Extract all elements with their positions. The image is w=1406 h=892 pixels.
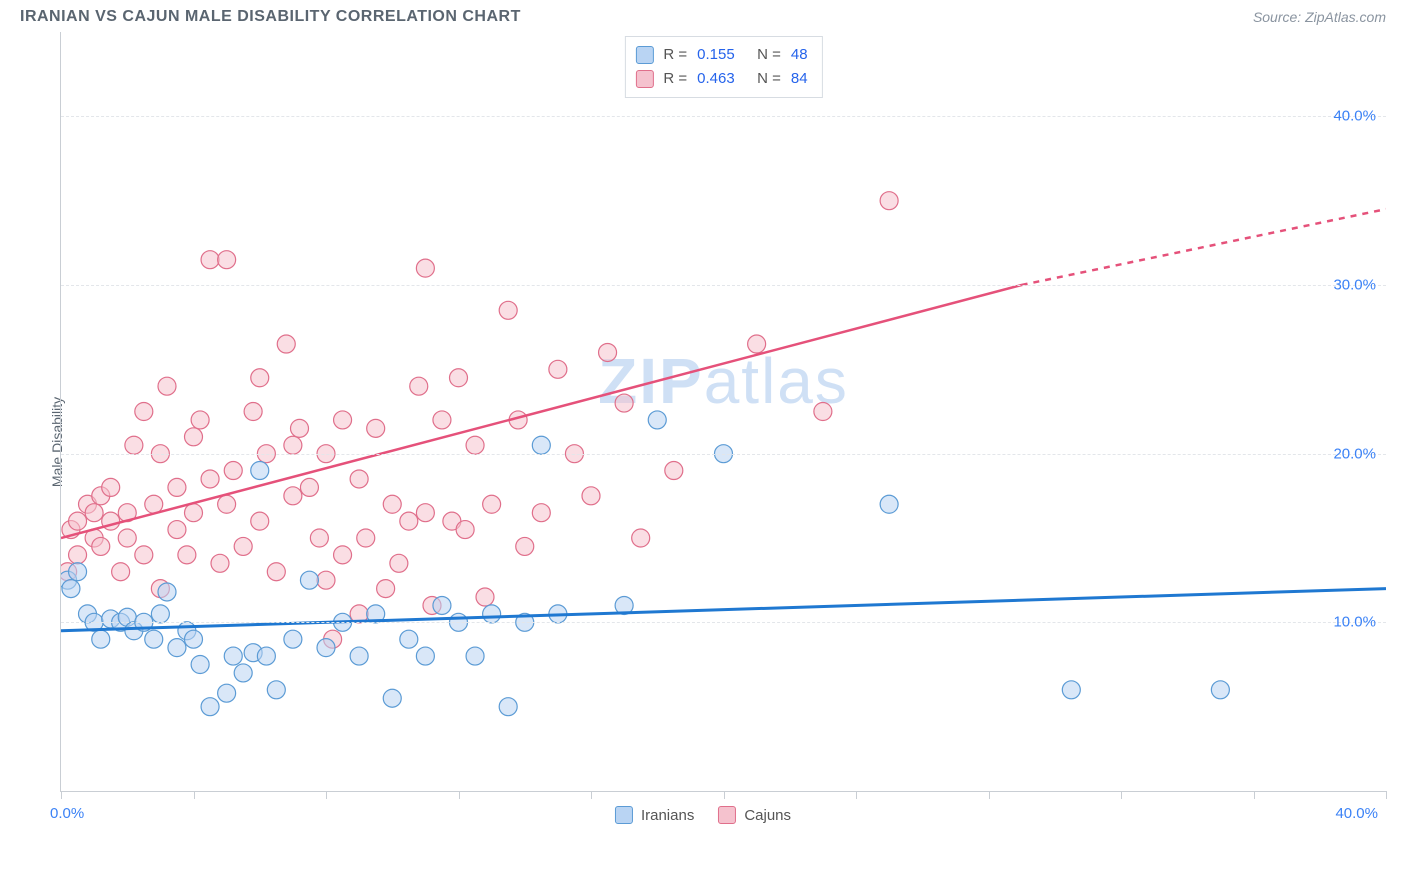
legend-item-cajuns: Cajuns: [718, 806, 791, 824]
legend-label-iranians: Iranians: [641, 807, 694, 824]
y-tick-label: 10.0%: [1333, 614, 1376, 631]
legend-swatch-cajuns: [635, 70, 653, 88]
legend-swatch-iranians: [635, 46, 653, 64]
chart-title: IRANIAN VS CAJUN MALE DISABILITY CORRELA…: [20, 8, 521, 26]
y-tick-label: 20.0%: [1333, 445, 1376, 462]
legend-r-label: R =: [663, 67, 687, 91]
legend-row-iranians: R = 0.155 N = 48: [635, 43, 807, 67]
legend-swatch-iranians-bottom: [615, 806, 633, 824]
legend-n-value-iranians: 48: [791, 43, 808, 67]
legend-r-value-cajuns: 0.463: [697, 67, 747, 91]
legend-n-label: N =: [757, 67, 781, 91]
legend-correlation: R = 0.155 N = 48 R = 0.463 N = 84: [624, 36, 822, 98]
x-tick-label-min: 0.0%: [50, 805, 84, 822]
plot-wrap: Male Disability ZIPatlas R = 0.155 N = 4…: [20, 32, 1386, 852]
header: IRANIAN VS CAJUN MALE DISABILITY CORRELA…: [0, 0, 1406, 32]
legend-swatch-cajuns-bottom: [718, 806, 736, 824]
source-label: Source: ZipAtlas.com: [1253, 9, 1386, 25]
plot-area: ZIPatlas R = 0.155 N = 48 R = 0.463 N = …: [60, 32, 1386, 792]
legend-n-value-cajuns: 84: [791, 67, 808, 91]
legend-r-label: R =: [663, 43, 687, 67]
legend-label-cajuns: Cajuns: [744, 807, 791, 824]
watermark: ZIPatlas: [598, 344, 849, 418]
x-tick-label-max: 40.0%: [1335, 805, 1378, 822]
legend-r-value-iranians: 0.155: [697, 43, 747, 67]
y-tick-label: 40.0%: [1333, 108, 1376, 125]
legend-item-iranians: Iranians: [615, 806, 694, 824]
y-tick-label: 30.0%: [1333, 277, 1376, 294]
legend-series: Iranians Cajuns: [615, 806, 791, 824]
legend-n-label: N =: [757, 43, 781, 67]
legend-row-cajuns: R = 0.463 N = 84: [635, 67, 807, 91]
plot-svg: [61, 32, 1386, 791]
